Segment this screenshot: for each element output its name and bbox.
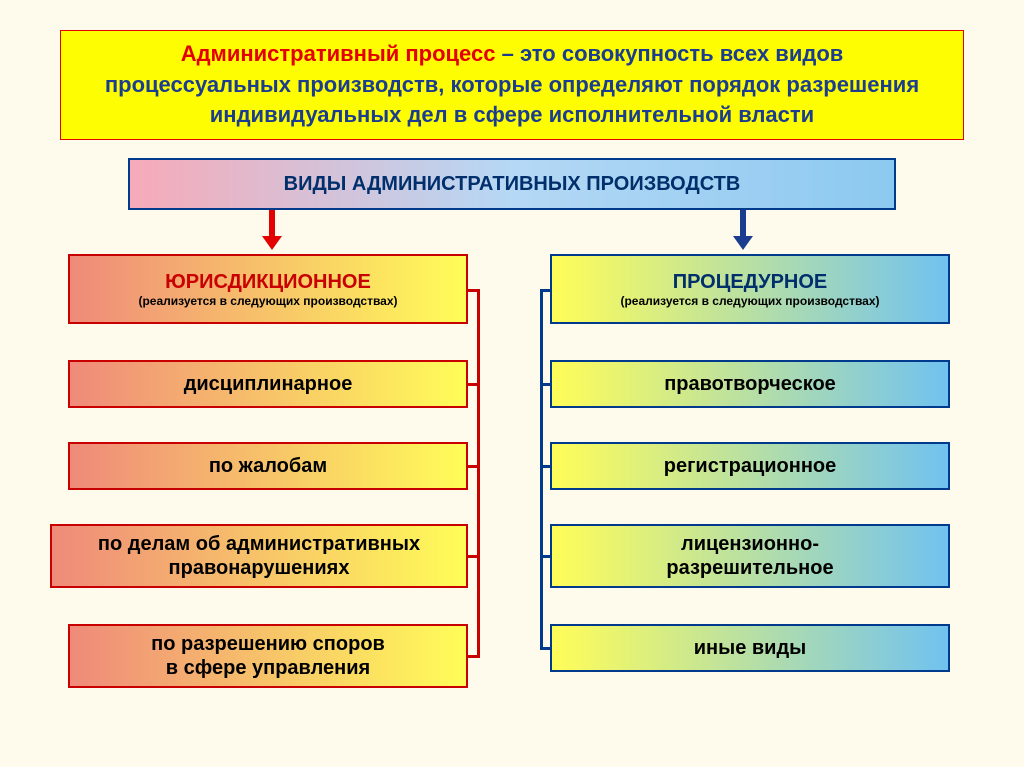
- left-item-0: дисциплинарное: [68, 360, 468, 408]
- definition-term: Административный процесс: [181, 41, 496, 66]
- left-branch-sub: (реализуется в следующих производствах): [138, 294, 397, 308]
- right-branch-title: ПРОЦЕДУРНОЕ (реализуется в следующих про…: [550, 254, 950, 324]
- left-item-3: по разрешению споровв сфере управления: [68, 624, 468, 688]
- right-item-0: правотворческое: [550, 360, 950, 408]
- right-bracket-vertical: [540, 289, 543, 650]
- left-connector-0: [468, 383, 480, 386]
- left-connector-3: [468, 655, 480, 658]
- left-item-2: по делам об административных правонаруше…: [50, 524, 468, 588]
- definition-text: Административный процесс – это совокупно…: [85, 39, 939, 131]
- arrow-right: [740, 210, 746, 238]
- left-bracket-vertical: [477, 289, 480, 658]
- left-item-1: по жалобам: [68, 442, 468, 490]
- left-bracket-top: [468, 289, 480, 292]
- arrow-left-head: [262, 236, 282, 250]
- right-bracket-top: [540, 289, 550, 292]
- arrow-right-head: [733, 236, 753, 250]
- types-header: ВИДЫ АДМИНИСТРАТИВНЫХ ПРОИЗВОДСТВ: [128, 158, 896, 210]
- arrow-left: [269, 210, 275, 238]
- right-connector-3: [540, 647, 550, 650]
- right-connector-0: [540, 383, 550, 386]
- left-branch-main: ЮРИСДИКЦИОННОЕ: [165, 271, 371, 294]
- left-connector-1: [468, 465, 480, 468]
- right-branch-main: ПРОЦЕДУРНОЕ: [673, 271, 828, 294]
- right-connector-2: [540, 555, 550, 558]
- types-header-text: ВИДЫ АДМИНИСТРАТИВНЫХ ПРОИЗВОДСТВ: [284, 173, 741, 196]
- right-branch-sub: (реализуется в следующих производствах): [620, 294, 879, 308]
- right-item-1: регистрационное: [550, 442, 950, 490]
- right-item-2: лицензионно-разрешительное: [550, 524, 950, 588]
- right-connector-1: [540, 465, 550, 468]
- left-branch-title: ЮРИСДИКЦИОННОЕ (реализуется в следующих …: [68, 254, 468, 324]
- right-item-3: иные виды: [550, 624, 950, 672]
- left-connector-2: [468, 555, 480, 558]
- definition-header: Административный процесс – это совокупно…: [60, 30, 964, 140]
